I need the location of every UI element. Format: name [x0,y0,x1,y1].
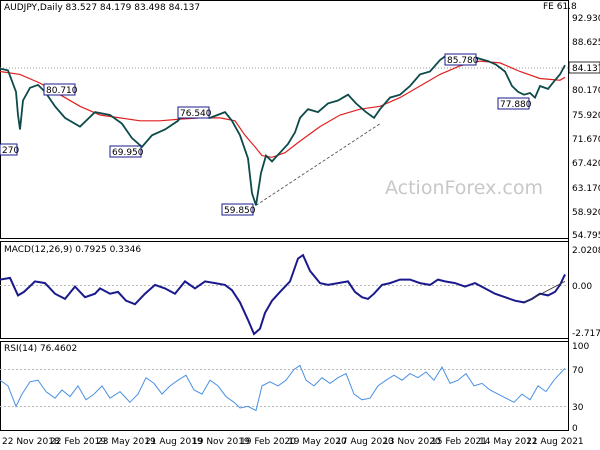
rsi-y-ticks: 100 70 30 0 [572,342,589,434]
x-axis-labels: 22 Nov 2018 22 Feb 2019 23 May 2019 21 A… [2,437,584,447]
annotation-box [497,97,530,110]
x-label: 17 Aug 2020 [336,437,394,447]
macd-y-tick: 2.0208 [572,246,600,256]
annotation-label: 76.540 [180,109,212,119]
x-label: 21 Aug 2019 [145,437,203,447]
main-y-tick-current: 84.137 [572,64,600,74]
x-label: 15 Feb 2021 [431,437,487,447]
main-y-tick: 54.795 [572,231,600,241]
x-label: 13 Nov 2020 [383,437,441,447]
fe-label: FE 61.8 [543,2,577,12]
main-y-tick: 71.670 [572,135,600,145]
annotation-box [221,203,254,216]
main-y-tick: 88.625 [572,38,600,48]
x-label: 22 Feb 2019 [50,437,106,447]
rsi-y-tick: 0 [572,424,578,434]
annotation-box [444,53,477,66]
macd-title: MACD(12,26,9) 0.7925 0.3346 [4,245,141,255]
rsi-panel-frame [0,341,569,431]
rsi-series-layer [0,364,566,412]
annotation-box [43,83,76,96]
x-label: 19 Feb 2020 [240,437,296,447]
watermark: ActionForex.com [385,177,543,199]
x-label: 22 Nov 2018 [2,437,60,447]
x-label: 19 Nov 2019 [192,437,250,447]
rsi-y-tick: 100 [572,342,589,352]
ma-series-line [0,60,566,158]
rsi-series-line [0,364,566,412]
annotation-label: 85.780 [447,56,479,66]
x-label: 23 May 2019 [97,437,156,447]
x-label: 12 Aug 2021 [526,437,584,447]
main-y-tick: 67.420 [572,159,600,169]
main-y-tick: 58.920 [572,208,600,218]
main-y-tick: 92.930 [572,14,600,24]
macd-y-ticks: 2.0208 0.00 -2.717 [572,246,600,339]
x-label: 14 May 2021 [479,437,538,447]
trend-line [255,123,381,206]
annotation-box [109,145,142,158]
macd-series-layer [0,253,566,336]
macd-signal-line [524,281,566,303]
rsi-title: RSI(14) 76.4602 [4,344,77,354]
rsi-y-tick: 30 [572,403,584,413]
main-y-tick: 80.170 [572,86,600,96]
main-y-ticks: 92.930 88.625 84.137 80.170 75.920 71.67… [568,14,600,241]
annotation-label: 69.950 [112,148,144,158]
macd-y-tick: 0.00 [572,282,592,292]
x-label: 19 May 2020 [288,437,347,447]
price-series-line [0,53,566,206]
annotation-box [177,106,210,119]
annotation-label: 80.710 [46,86,78,96]
annotation-box [0,143,18,156]
macd-panel-frame [0,241,569,339]
main-title: AUDJPY,Daily 83.527 84.179 83.498 84.137 [4,3,200,13]
macd-series-line [0,253,566,336]
current-price-box [568,61,600,74]
rsi-y-tick: 70 [572,366,584,376]
main-y-tick: 75.920 [572,111,600,121]
annotation-label: 77.880 [500,100,532,110]
annotation-label: 270 [2,146,19,156]
macd-y-tick: -2.717 [572,329,600,339]
main-panel-frame [0,0,569,239]
annotations: 85.780 80.710 76.540 69.950 77.880 59.85… [0,53,532,216]
annotation-label: 59.850 [224,206,256,216]
main-y-tick: 63.170 [572,184,600,194]
